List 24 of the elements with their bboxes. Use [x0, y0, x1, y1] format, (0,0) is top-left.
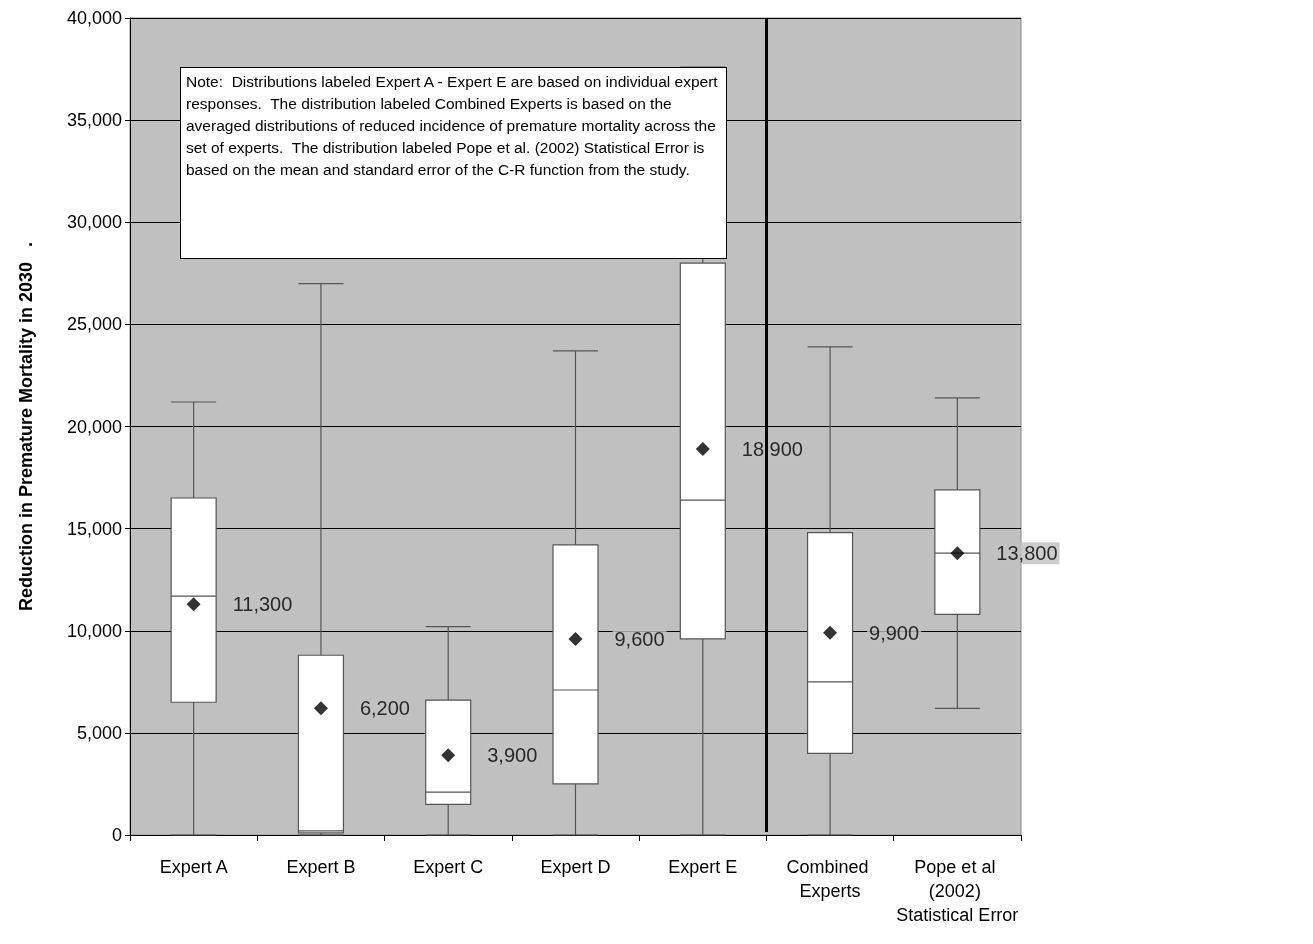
- text: 11,300: [232, 593, 293, 616]
- y-tick-label: 15,000: [66, 518, 122, 539]
- text: 9,600: [614, 627, 665, 650]
- y-tick-label: 25,000: [66, 314, 122, 335]
- text: 6,200: [359, 697, 410, 720]
- x-tick-label: Expert D: [540, 857, 611, 877]
- text: 13,800: [996, 542, 1058, 565]
- text: 9,900: [869, 621, 920, 644]
- y-tick-label: 40,000: [66, 8, 122, 28]
- y-tick-label: 35,000: [66, 110, 122, 131]
- y-tick-label: 10,000: [66, 620, 122, 641]
- y-tick-label: 0: [111, 825, 122, 845]
- text: 3,900: [487, 744, 538, 767]
- x-tick-label: Expert B: [286, 857, 356, 877]
- note-box: Note: Distributions labeled Expert A - Expert E are based on individual expert responses. The distribution labeled Combined Experts is based on the averaged distributions of reduced incidence of premature mortality across the set of experts. The distribution labeled Pope et al. (2002) Statistical Error is based on the mean and standard error of the C-R function from the study.: [180, 67, 727, 259]
- x-tick-label: Expert A: [159, 857, 228, 877]
- y-tick-label: 20,000: [66, 416, 122, 437]
- x-tick-label: Expert E: [668, 857, 738, 877]
- x-tick-label: Combined Experts: [786, 857, 874, 901]
- y-tick-label: 5,000: [76, 722, 122, 743]
- x-tick-label: Pope et al (2002) Statistical Error: [896, 857, 1019, 925]
- y-axis-title: Reduction in Premature Mortality in 2030 .: [16, 241, 36, 612]
- x-tick-label: Expert C: [413, 857, 484, 877]
- y-tick-label: 30,000: [66, 212, 122, 233]
